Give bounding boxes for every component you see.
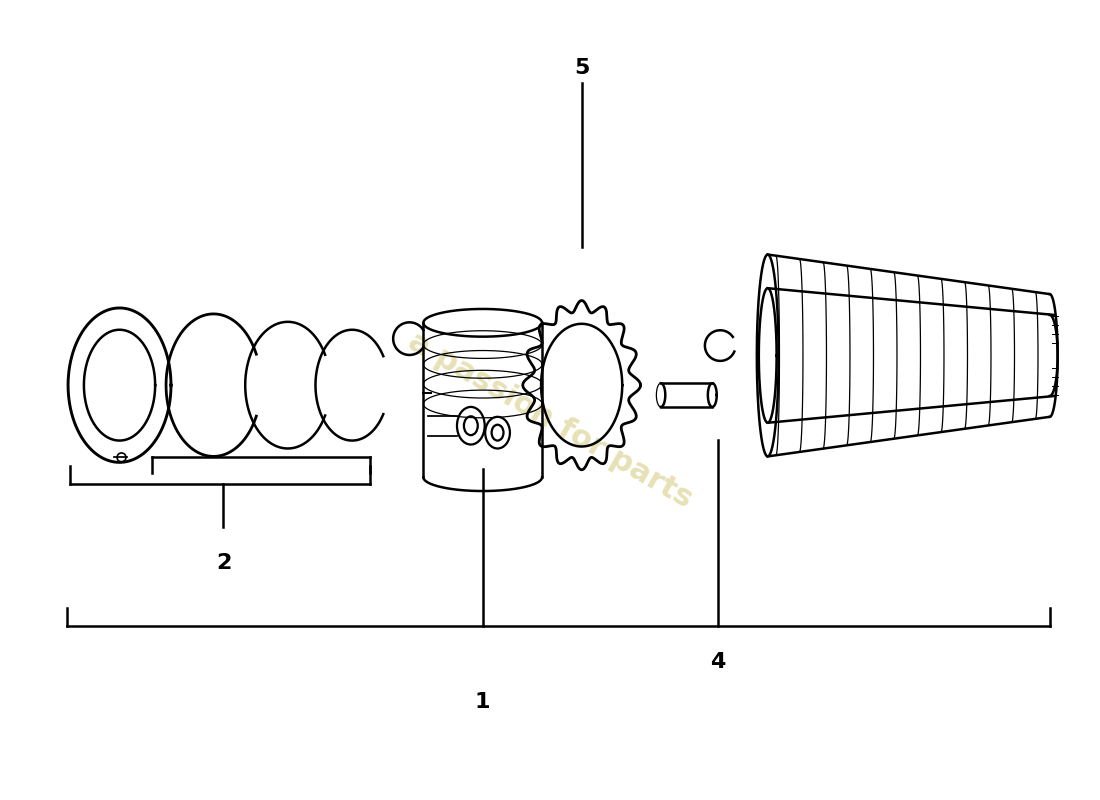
Text: a passion for parts: a passion for parts (403, 326, 697, 513)
Text: 5: 5 (574, 58, 590, 78)
Text: 1: 1 (475, 692, 491, 712)
Text: 2: 2 (216, 554, 231, 574)
Text: 4: 4 (711, 652, 726, 672)
